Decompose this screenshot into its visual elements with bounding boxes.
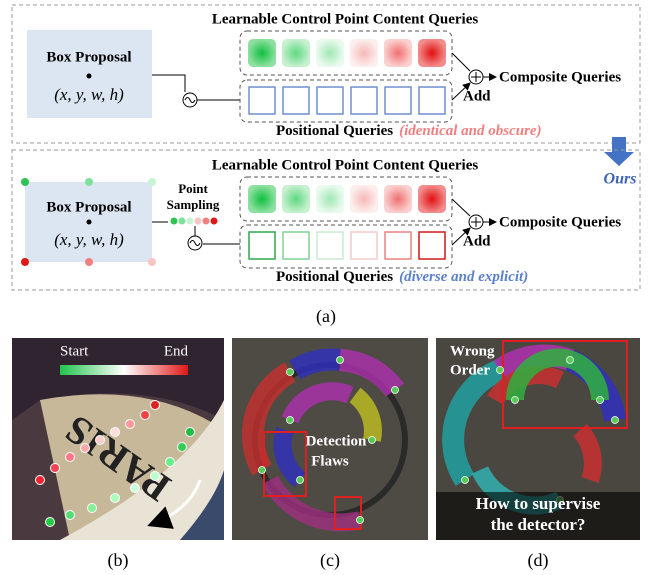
box-coords: (x, y, w, h) (54, 85, 124, 104)
annotation: Flaws (311, 453, 349, 469)
add-label: Add (463, 233, 491, 249)
dot (86, 73, 92, 79)
box-label: Box Proposal (46, 49, 131, 65)
add-label: Add (463, 88, 491, 104)
connector (152, 74, 240, 101)
positional-squares (248, 231, 446, 260)
sampled-points (170, 217, 218, 225)
positional-queries (239, 79, 453, 123)
sampling-label: Point (178, 181, 208, 196)
ours-arrow (604, 137, 634, 166)
output-label: Composite Queries (499, 69, 621, 85)
start-label: Start (60, 343, 89, 359)
positional-title: Positional Queries (276, 123, 393, 139)
annotation: Order (450, 362, 490, 378)
image-c: Detection Flaws (232, 338, 428, 540)
question: How to supervise (476, 494, 601, 513)
arrows (451, 198, 470, 246)
title: Learnable Control Point Content Queries (212, 157, 479, 173)
positional-label: Positional Queries (diverse and explicit) (276, 269, 528, 285)
box-coords: (x, y, w, h) (54, 230, 124, 249)
image-b: Start End PARIS (12, 338, 224, 540)
annotation: Wrong (450, 343, 495, 359)
connector (152, 221, 240, 245)
note: (identical and obscure) (399, 123, 542, 139)
title: Learnable Control Point Content Queries (212, 11, 479, 27)
box-label: Box Proposal (46, 199, 131, 215)
panel-frame (11, 4, 641, 144)
ours-label: Ours (604, 171, 637, 188)
arrows (451, 52, 470, 101)
plus-icon (471, 72, 481, 82)
content-queries (239, 30, 453, 76)
question: the detector? (491, 515, 586, 534)
image-d: Wrong Order How to supervise the detecto… (436, 338, 640, 540)
positional-squares (248, 86, 446, 115)
content-squares (248, 185, 446, 213)
caption: (c) (320, 550, 340, 571)
content-squares (248, 39, 446, 67)
positional-title: Positional Queries (276, 269, 393, 285)
dot (86, 219, 92, 225)
sin-icon (184, 97, 196, 103)
sin-icon (189, 240, 201, 246)
caption: (b) (108, 550, 129, 571)
caption: (a) (316, 306, 336, 327)
annotation: Detection (306, 433, 367, 449)
caption: (d) (528, 550, 549, 571)
end-label: End (164, 343, 189, 359)
note: (diverse and explicit) (399, 269, 528, 285)
positional-queries (239, 224, 453, 269)
positional-label: Positional Queries (identical and obscure… (276, 123, 542, 139)
output-label: Composite Queries (499, 214, 621, 230)
plus-icon (471, 217, 481, 227)
content-queries (239, 176, 453, 222)
panel-frame (11, 149, 641, 291)
sampling-label: Sampling (167, 197, 220, 212)
control-points (21, 178, 156, 266)
